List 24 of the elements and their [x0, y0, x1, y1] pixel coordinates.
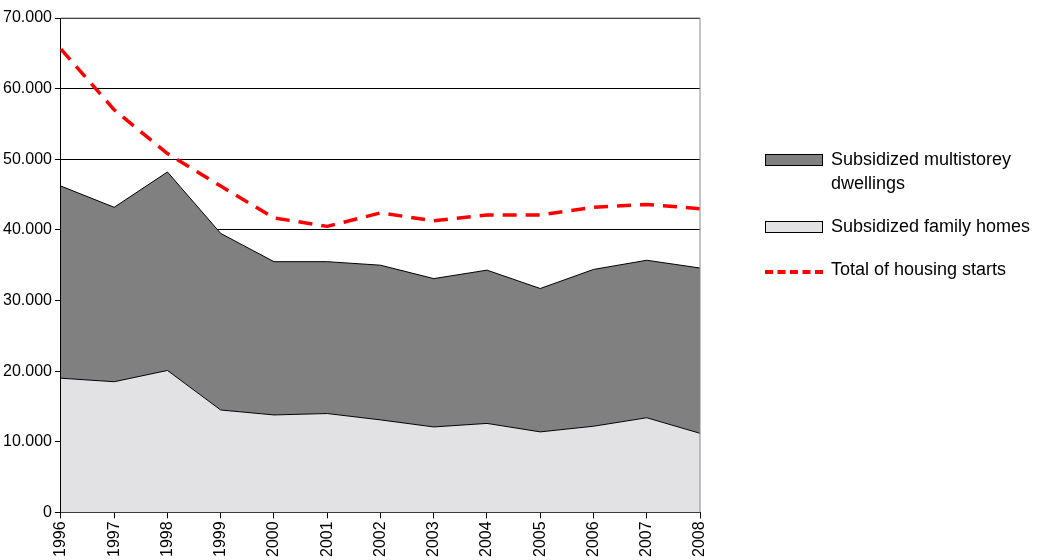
- x-tick-label: 2003: [424, 521, 442, 557]
- x-tick-label: 2007: [637, 521, 655, 557]
- x-tick-label: 2008: [690, 521, 708, 557]
- x-tick-label: 1997: [104, 521, 122, 557]
- y-tick-label: 40.000: [3, 220, 53, 238]
- legend-label: Total of housing starts: [831, 258, 1007, 281]
- x-tick-label: 2000: [264, 521, 282, 557]
- y-tick-label: 20.000: [3, 361, 53, 379]
- y-tick-label: 50.000: [3, 149, 53, 167]
- x-tick-label: 2006: [583, 521, 601, 557]
- x-tick-label: 2005: [530, 521, 548, 557]
- x-tick-label: 2004: [477, 521, 495, 557]
- x-tick-label: 2002: [370, 521, 388, 557]
- legend-label: Subsidized multistorey dwellings: [831, 148, 1013, 195]
- x-tick-label: 1998: [157, 521, 175, 557]
- x-tick-label: 2001: [317, 521, 335, 557]
- x-tick-label: 1999: [211, 521, 229, 557]
- legend-label: Subsidized family homes: [831, 215, 1031, 238]
- y-tick-label: 0: [43, 502, 53, 520]
- y-tick-label: 30.000: [3, 290, 53, 308]
- x-tick-label: 1996: [51, 521, 69, 557]
- y-tick-label: 60.000: [3, 79, 53, 97]
- y-tick-label: 10.000: [3, 432, 53, 450]
- y-tick-label: 70.000: [3, 8, 53, 26]
